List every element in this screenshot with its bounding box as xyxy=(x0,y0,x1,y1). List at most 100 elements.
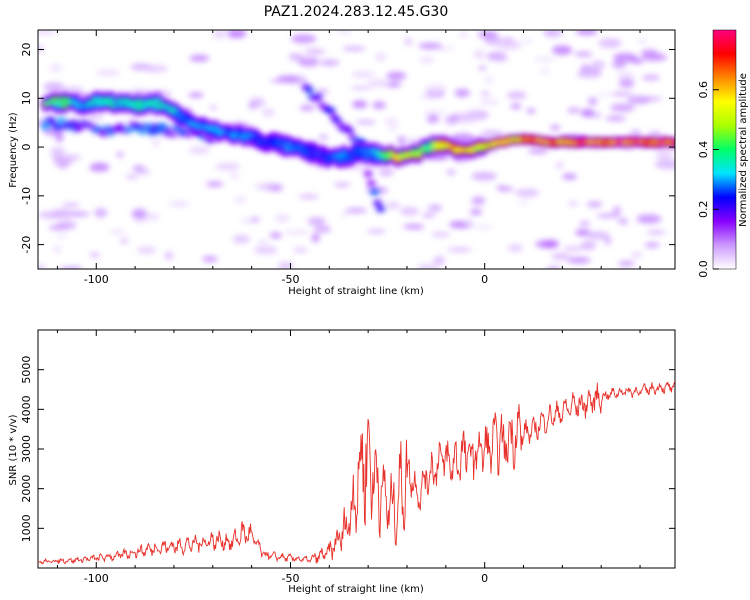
heatmap-speckle xyxy=(655,150,673,160)
x-tick-label: -50 xyxy=(281,572,299,585)
heatmap-speckle xyxy=(532,57,556,62)
heatmap-speckle xyxy=(618,78,635,88)
heatmap-speckle xyxy=(131,208,148,219)
heatmap-speckle xyxy=(226,30,247,39)
heatmap-speckle xyxy=(480,91,491,96)
heatmap-speckle xyxy=(350,85,372,91)
colorbar-label: Normalized spectral amplitude xyxy=(738,73,749,227)
y-tick-label: -20 xyxy=(20,236,33,254)
heatmap-speckle xyxy=(404,37,413,46)
figure-title: PAZ1.2024.283.12.45.G30 xyxy=(264,4,449,20)
heatmap-speckle xyxy=(654,159,675,170)
heatmap-secondary-blob xyxy=(345,127,354,135)
heatmap-speckle xyxy=(629,129,642,136)
heatmap-speckle xyxy=(459,31,468,38)
heatmap-speckle xyxy=(164,251,174,261)
heatmap-ridge-blob xyxy=(107,96,115,103)
heatmap-speckle xyxy=(580,64,591,72)
heatmap-speckle xyxy=(551,252,570,261)
heatmap-speckle xyxy=(316,88,329,94)
heatmap-speckle xyxy=(630,58,644,64)
heatmap-speckle xyxy=(419,94,444,99)
heatmap-speckle xyxy=(253,184,274,190)
heatmap-speckle xyxy=(478,98,500,106)
y-tick-label: -10 xyxy=(20,187,33,205)
heatmap-speckle xyxy=(574,51,593,57)
heatmap-ridge-blob xyxy=(356,152,365,159)
heatmap-ridge-blob xyxy=(174,109,183,116)
heatmap-speckle xyxy=(318,134,329,140)
heatmap-speckle xyxy=(422,212,436,218)
y-tick-label: 10 xyxy=(20,91,33,105)
heatmap-speckle xyxy=(580,108,595,118)
heatmap-speckle xyxy=(521,39,534,44)
heatmap-speckle xyxy=(552,45,573,56)
heatmap-speckle xyxy=(496,40,522,50)
heatmap-speckle xyxy=(478,65,487,71)
heatmap-speckle xyxy=(385,201,401,210)
heatmap-speckle xyxy=(579,221,591,226)
heatmap-speckle xyxy=(129,89,148,96)
heatmap-ridge-blob xyxy=(51,96,60,103)
heatmap-speckle xyxy=(568,200,579,207)
colorbar-ticks: 0.0 0.2 0.4 0.6 xyxy=(697,81,719,278)
heatmap-ridge-core xyxy=(41,95,675,164)
heatmap-speckle xyxy=(388,122,399,132)
colorbar-tick-label: 0.2 xyxy=(697,201,710,219)
heatmap-speckle xyxy=(351,71,376,78)
heatmap-speckle xyxy=(526,108,536,114)
heatmap-ridge-blob xyxy=(363,154,372,160)
heatmap-speckle xyxy=(603,236,612,246)
heatmap-speckle xyxy=(132,165,146,172)
colorbar: 0.0 0.2 0.4 0.6 Normalized spectral amplitu… xyxy=(697,29,749,278)
heatmap-ridge-blob xyxy=(93,95,101,102)
heatmap-speckle xyxy=(304,48,326,56)
heatmap-speckle xyxy=(298,193,320,200)
heatmap-speckle xyxy=(374,52,387,62)
heatmap-speckle xyxy=(580,240,597,251)
heatmap-speckle xyxy=(456,113,481,124)
heatmap-secondary-ridges xyxy=(41,83,386,213)
heatmap-speckle xyxy=(38,264,46,269)
heatmap-secondary-blob xyxy=(369,188,379,196)
heatmap-speckle xyxy=(56,220,77,230)
heatmap-secondary-blob xyxy=(168,130,178,138)
heatmap-speckle xyxy=(562,173,577,180)
heatmap-secondary-blob xyxy=(376,205,386,213)
heatmap-speckle xyxy=(612,205,622,216)
heatmap-speckle xyxy=(473,49,486,60)
heatmap-speckle xyxy=(311,233,320,243)
heatmap-secondary-blob xyxy=(41,122,51,130)
heatmap-speckle xyxy=(474,225,494,230)
heatmap-ridge-blob xyxy=(671,140,675,147)
heatmap-speckle xyxy=(646,229,667,235)
heatmap-secondary-blob xyxy=(363,170,373,178)
spectrogram-xlabel: Height of straight line (km) xyxy=(288,286,424,297)
heatmap-speckle xyxy=(545,266,562,269)
heatmap-ridge-blob xyxy=(211,125,220,131)
heatmap-speckle xyxy=(575,30,598,35)
heatmap-speckle xyxy=(61,202,80,208)
heatmap-speckle xyxy=(307,217,326,226)
heatmap-speckle xyxy=(63,86,84,92)
heatmap-speckle xyxy=(636,214,662,224)
heatmap-speckle xyxy=(291,34,317,44)
heatmap-speckle xyxy=(464,216,474,226)
heatmap-speckle xyxy=(563,245,583,252)
heatmap-speckle xyxy=(422,110,448,115)
heatmap-speckle xyxy=(580,71,599,78)
snr-panel: -100 -50 0 1000 2000 3000 4000 5000 Height of s… xyxy=(8,329,676,595)
heatmap-speckle xyxy=(587,97,598,106)
snr-xlabel: Height of straight line (km) xyxy=(288,584,424,595)
heatmap-speckle xyxy=(333,182,351,187)
heatmap-speckle xyxy=(471,196,486,206)
heatmap-ridge-blob xyxy=(72,98,81,105)
heatmap-speckle xyxy=(209,105,218,110)
heatmap-speckle xyxy=(95,69,121,77)
heatmap-speckle xyxy=(596,92,614,97)
heatmap-ridge-blob xyxy=(153,97,162,104)
heatmap-speckle xyxy=(612,60,626,69)
heatmap-speckle xyxy=(88,115,105,120)
heatmap-speckle xyxy=(426,113,440,124)
